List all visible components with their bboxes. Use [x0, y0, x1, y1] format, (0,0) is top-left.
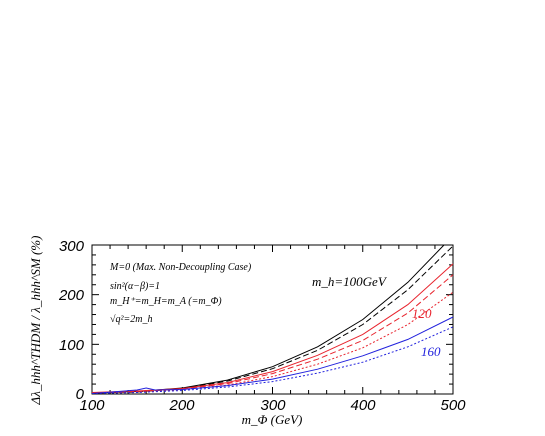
x-tick-label: 400 — [350, 397, 376, 414]
y-tick-labels: 0 100 200 300 — [58, 238, 85, 403]
series-line-mh120-dotted — [91, 291, 454, 394]
y-tick-label: 300 — [59, 238, 85, 255]
y-tick-label: 0 — [76, 386, 85, 403]
x-tick-label: 200 — [168, 397, 195, 414]
x-axis-label: m_Φ (GeV) — [242, 412, 303, 427]
y-tick-label: 200 — [58, 287, 85, 304]
label-mh160: 160 — [421, 344, 441, 359]
series-layer — [91, 244, 454, 394]
label-mh120: 120 — [412, 306, 432, 321]
annotation-mass-relation: m_H⁺=m_H=m_A (=m_Φ) — [110, 296, 222, 307]
series-line-mh160-solid — [91, 316, 454, 394]
y-tick-label: 100 — [59, 337, 85, 354]
y-axis-label: Δλ_hhh^THDM / λ_hhh^SM (%) — [28, 236, 43, 406]
annotation-q2: √q²=2m_h — [110, 314, 152, 325]
label-mh100: m_h=100GeV — [312, 274, 388, 289]
series-line-mh100-dashed — [91, 245, 454, 394]
annotation-sin2: sin²(α−β)=1 — [110, 281, 160, 292]
annotation-max-nondecoupling: M=0 (Max. Non-Decoupling Case) — [109, 262, 252, 273]
x-tick-label: 500 — [440, 397, 466, 414]
series-line-mh160-dotted — [91, 326, 454, 394]
tick-marks — [91, 244, 454, 395]
series-line-mh120-solid — [91, 263, 454, 393]
x-tick-label: 300 — [260, 397, 286, 414]
series-line-mh120-dashed — [91, 274, 454, 394]
x-tick-label: 100 — [79, 397, 105, 414]
x-tick-labels: 100 200 300 400 500 — [79, 397, 466, 414]
